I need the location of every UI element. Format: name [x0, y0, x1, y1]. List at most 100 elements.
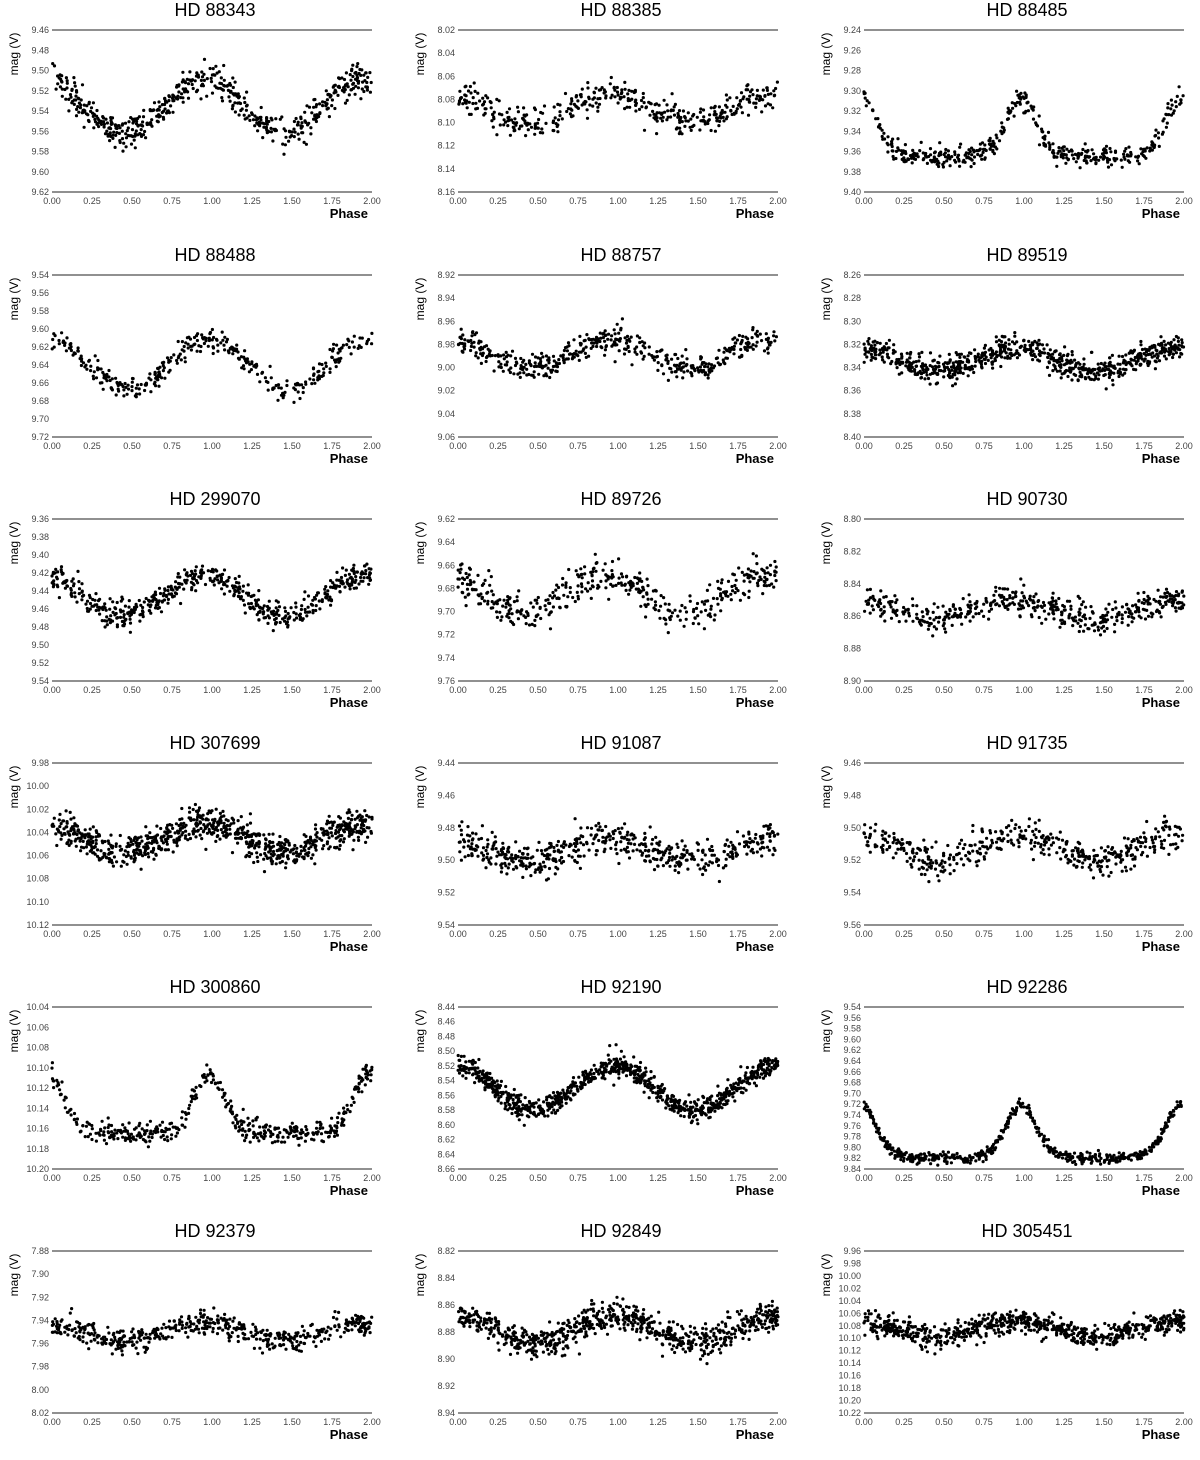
- data-point: [655, 355, 658, 358]
- data-point: [964, 154, 967, 157]
- data-point: [1161, 133, 1164, 136]
- data-point: [704, 609, 707, 612]
- data-point: [1008, 112, 1011, 115]
- data-point: [231, 584, 234, 587]
- data-point: [68, 347, 71, 350]
- data-point: [1180, 338, 1183, 341]
- data-point: [558, 597, 561, 600]
- data-point: [771, 106, 774, 109]
- data-point: [679, 116, 682, 119]
- data-point: [725, 106, 728, 109]
- data-point: [228, 590, 231, 593]
- x-axis-label: Phase: [736, 451, 774, 466]
- data-point: [630, 586, 633, 589]
- data-point: [739, 348, 742, 351]
- data-point: [920, 365, 923, 368]
- data-point: [284, 129, 287, 132]
- data-point: [293, 120, 296, 123]
- data-point: [456, 577, 459, 580]
- data-point: [222, 583, 225, 586]
- data-point: [105, 130, 108, 133]
- data-point: [54, 334, 57, 337]
- y-tick-label: 9.58: [31, 306, 49, 316]
- data-point: [556, 370, 559, 373]
- data-point: [191, 83, 194, 86]
- data-point: [874, 353, 877, 356]
- data-point: [1024, 344, 1027, 347]
- data-point: [1134, 356, 1137, 359]
- data-point: [534, 124, 537, 127]
- data-point: [908, 614, 911, 617]
- data-point: [338, 839, 341, 842]
- data-point: [307, 122, 310, 125]
- data-point: [1178, 355, 1181, 358]
- data-point: [275, 606, 278, 609]
- data-point: [277, 601, 280, 604]
- data-point: [484, 107, 487, 110]
- data-point: [979, 143, 982, 146]
- data-point: [745, 573, 748, 576]
- data-point: [312, 378, 315, 381]
- data-point: [770, 582, 773, 585]
- data-point: [54, 832, 57, 835]
- data-point: [599, 332, 602, 335]
- y-tick-label: 9.70: [437, 607, 455, 617]
- data-point: [607, 577, 610, 580]
- data-point: [471, 330, 474, 333]
- y-tick-label: 9.38: [31, 532, 49, 542]
- x-tick-label: 1.00: [203, 685, 221, 695]
- data-point: [1089, 605, 1092, 608]
- data-point: [750, 569, 753, 572]
- data-point: [208, 332, 211, 335]
- data-point: [216, 344, 219, 347]
- data-point: [160, 610, 163, 613]
- data-point: [871, 109, 874, 112]
- data-point: [1097, 378, 1100, 381]
- data-point: [591, 98, 594, 101]
- data-point: [62, 341, 65, 344]
- x-tick-label: 0.75: [163, 196, 181, 206]
- data-point: [556, 365, 559, 368]
- data-point: [959, 143, 962, 146]
- x-axis-label: Phase: [736, 206, 774, 221]
- data-point: [1122, 153, 1125, 156]
- data-point: [614, 332, 617, 335]
- y-tick-label: 8.26: [843, 270, 861, 280]
- x-tick-label: 0.25: [489, 196, 507, 206]
- data-point: [1103, 630, 1106, 633]
- data-point: [116, 601, 119, 604]
- data-point: [513, 129, 516, 132]
- data-point: [1157, 601, 1160, 604]
- data-point: [534, 355, 537, 358]
- data-point: [580, 585, 583, 588]
- data-point: [1115, 157, 1118, 160]
- data-point: [64, 98, 67, 101]
- y-tick-label: 8.34: [843, 363, 861, 373]
- data-point: [57, 339, 60, 342]
- data-point: [490, 575, 493, 578]
- data-point: [1000, 340, 1003, 343]
- y-tick-label: 9.58: [31, 147, 49, 157]
- data-point: [663, 99, 666, 102]
- data-point: [919, 376, 922, 379]
- data-point: [351, 814, 354, 817]
- data-point: [258, 121, 261, 124]
- data-point: [1121, 166, 1124, 169]
- data-point: [1073, 373, 1076, 376]
- x-tick-label: 0.75: [163, 441, 181, 451]
- data-point: [680, 366, 683, 369]
- data-point: [917, 371, 920, 374]
- data-point: [96, 117, 99, 120]
- data-point: [335, 365, 338, 368]
- data-point: [544, 604, 547, 607]
- data-point: [147, 377, 150, 380]
- data-point: [696, 366, 699, 369]
- data-point: [1130, 153, 1133, 156]
- data-point: [105, 374, 108, 377]
- data-point: [269, 365, 272, 368]
- data-point: [292, 128, 295, 131]
- data-point: [763, 584, 766, 587]
- data-point: [720, 581, 723, 584]
- data-point: [1013, 115, 1016, 118]
